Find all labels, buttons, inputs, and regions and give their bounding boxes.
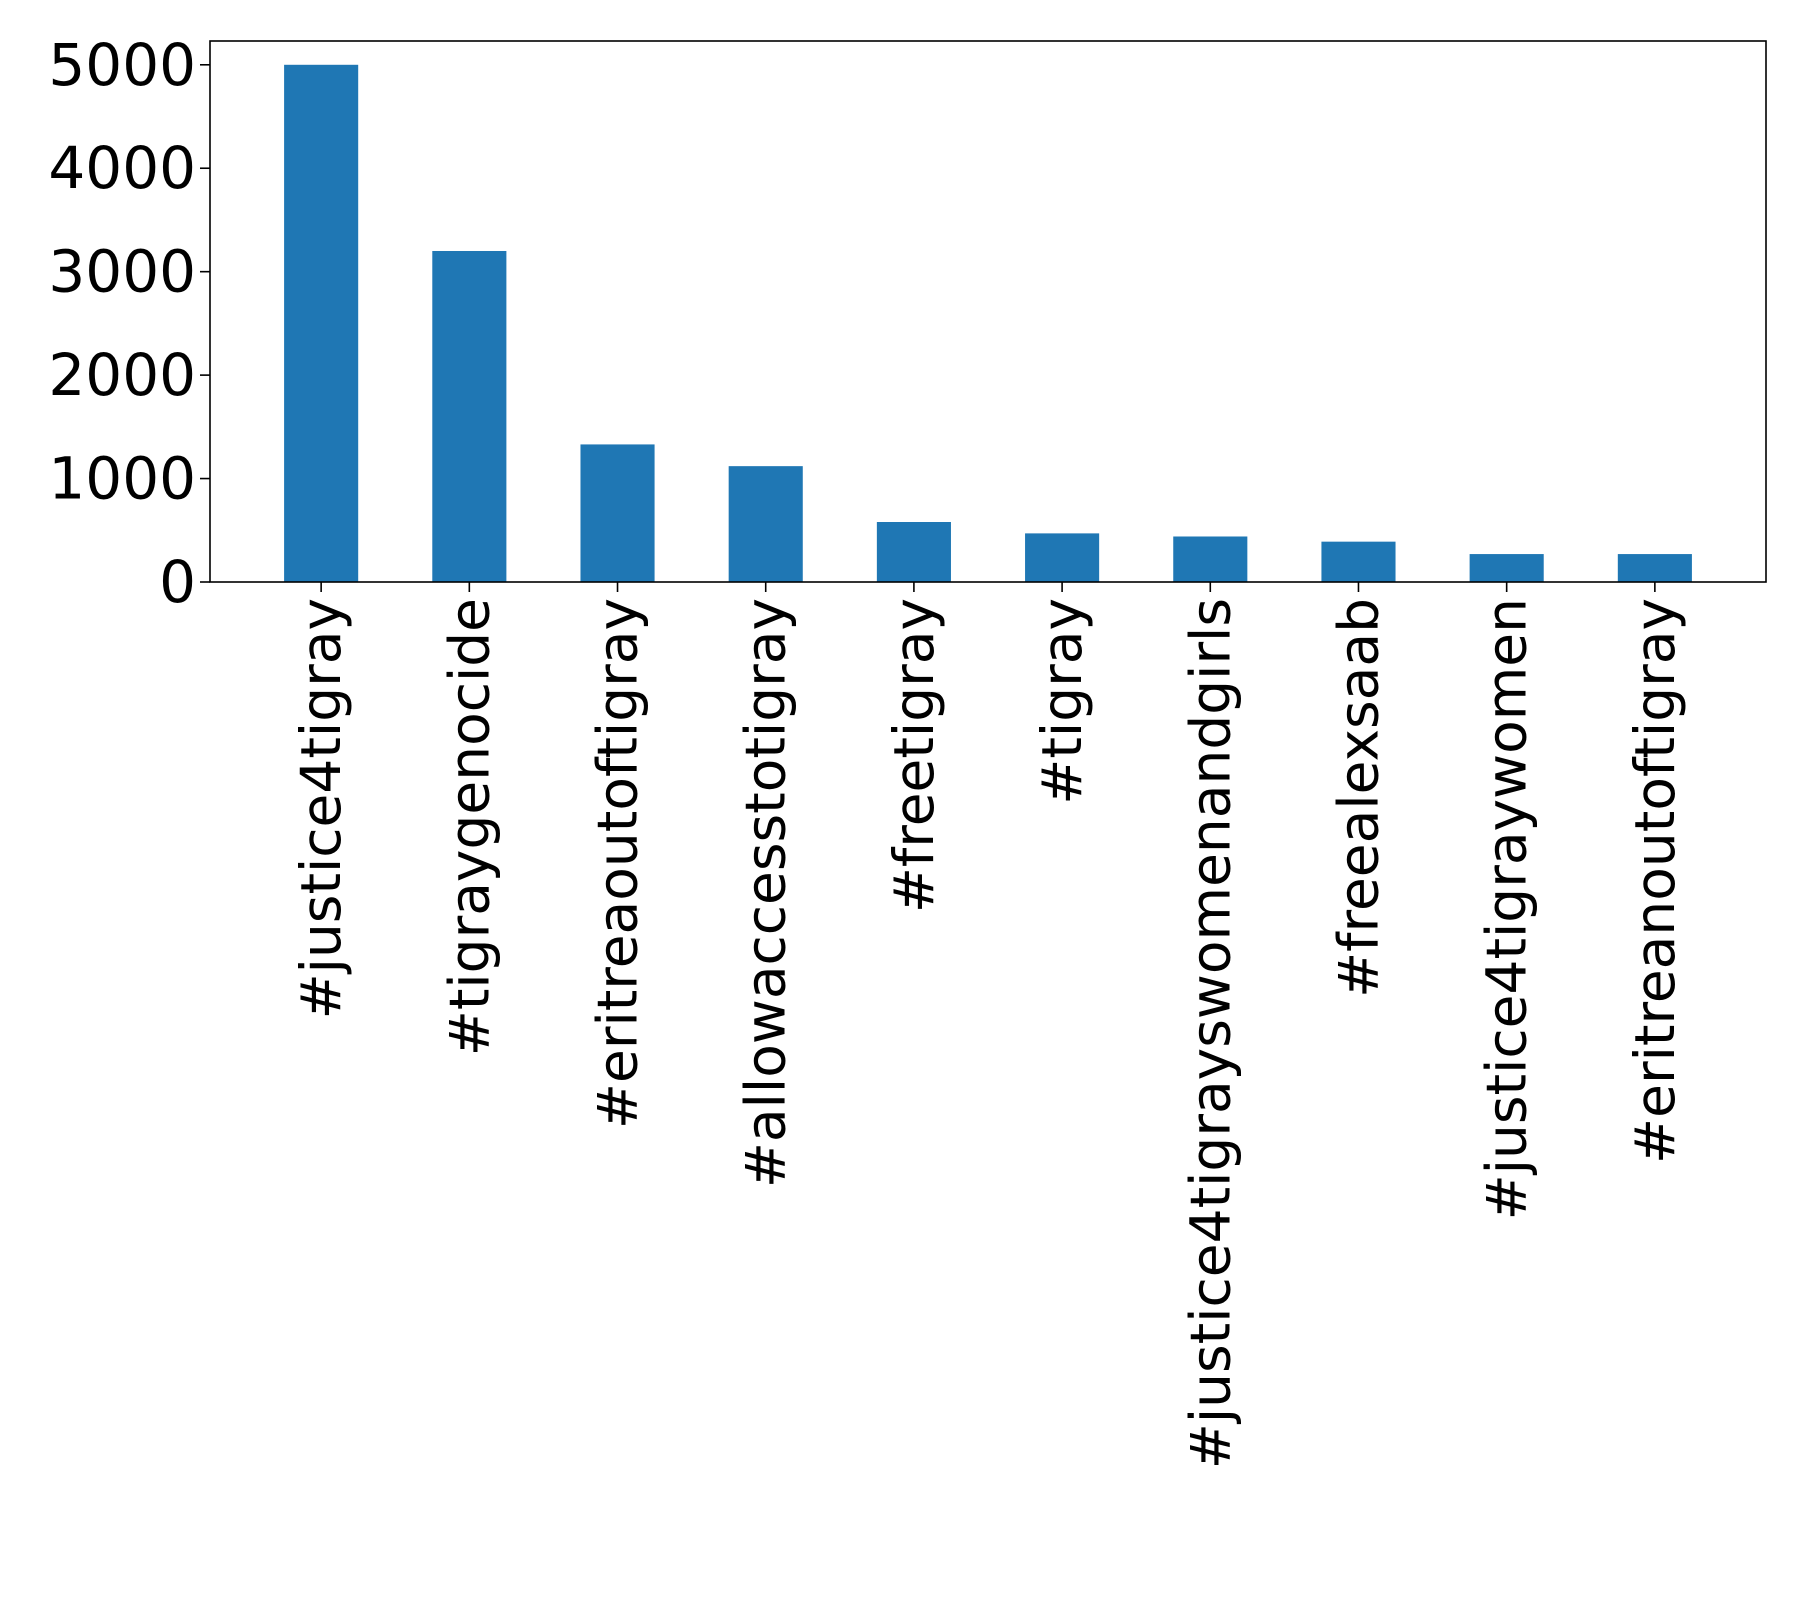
y-tick-label: 2000	[48, 341, 196, 409]
bar-4	[728, 466, 803, 582]
x-tick-label: #justice4tigray	[289, 598, 353, 1019]
bar-8	[1321, 541, 1396, 582]
x-tick-label: #allowaccesstotigray	[734, 598, 798, 1188]
x-tick-label: #tigray	[1030, 598, 1094, 805]
bar-7	[1173, 536, 1248, 582]
x-tick-label: #eritreaoutoftigray	[586, 598, 650, 1129]
y-tick-label: 4000	[48, 134, 196, 202]
bar-3	[580, 444, 655, 582]
x-tick-label: #justice4tigraywomen	[1475, 598, 1539, 1220]
x-tick-label: #freetigray	[882, 598, 946, 913]
x-tick-label: #tigraygenocide	[437, 598, 501, 1056]
x-tick-label: #eritreanoutoftigray	[1623, 598, 1687, 1164]
bar-1	[284, 64, 359, 583]
y-axis: 0 1000 2000 3000 4000 5000	[48, 31, 210, 616]
bar-9	[1469, 554, 1544, 582]
y-tick-label: 0	[159, 548, 196, 616]
x-axis: #justice4tigray #tigraygenocide #eritreaou…	[289, 582, 1687, 1469]
bar-6	[1025, 533, 1100, 582]
x-tick-label: #justice4tigrayswomenandgirls	[1178, 598, 1242, 1469]
bar-2	[432, 250, 507, 583]
y-tick-label: 5000	[48, 31, 196, 99]
bar-5	[876, 522, 951, 582]
y-tick-label: 1000	[48, 445, 196, 513]
x-tick-label: #freealexsaab	[1326, 598, 1390, 998]
bars-group	[284, 64, 1692, 583]
plot-area-frame	[209, 40, 1767, 583]
bar-10	[1617, 554, 1692, 582]
y-tick-label: 3000	[48, 238, 196, 306]
